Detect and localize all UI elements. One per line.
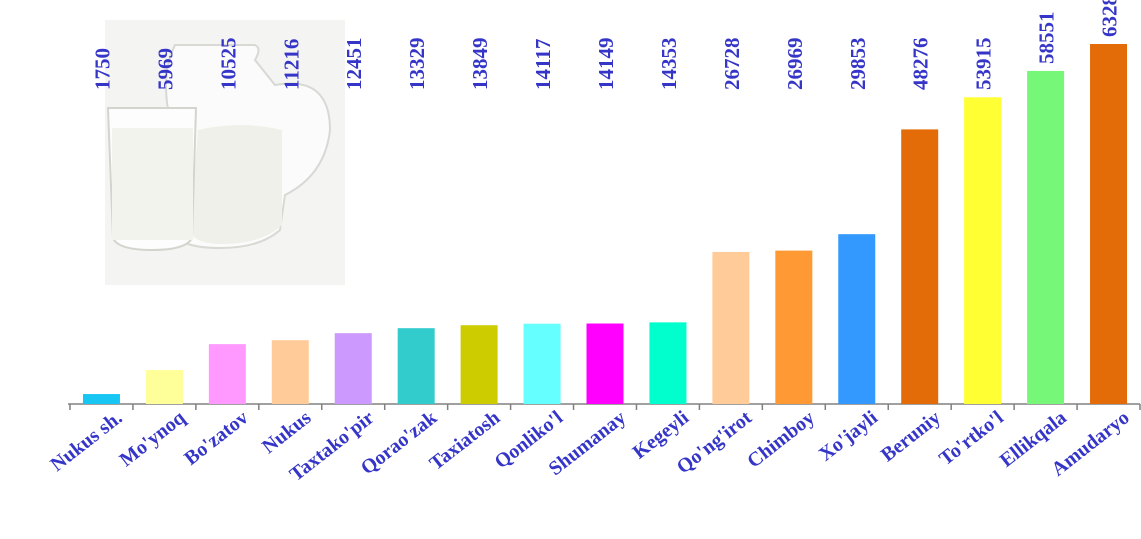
x-tick-label: Mo'ynoq <box>116 407 190 472</box>
x-tick-label: Bo'zatov <box>180 407 252 470</box>
bar <box>334 333 372 404</box>
bar <box>145 370 183 404</box>
value-label: 13849 <box>468 37 492 90</box>
value-label: 14117 <box>531 39 555 90</box>
value-label: 13329 <box>405 38 429 91</box>
x-tick-label: Chimboy <box>743 407 819 473</box>
bar <box>712 251 750 404</box>
value-label: 58551 <box>1035 11 1059 64</box>
bar <box>397 328 435 404</box>
value-label: 11216 <box>279 39 303 90</box>
value-label: 26728 <box>720 38 744 91</box>
glass-milk <box>112 128 193 240</box>
bar <box>901 129 939 404</box>
bar <box>82 394 120 404</box>
bar <box>523 323 561 404</box>
bar <box>1090 44 1128 404</box>
x-tick-label: Xo'jayli <box>815 406 882 465</box>
x-tick-label: To'rtko'l <box>935 406 1008 470</box>
bar <box>775 250 813 404</box>
value-label: 53915 <box>972 38 996 90</box>
value-label: 26969 <box>783 38 807 91</box>
value-label: 63287 <box>1098 0 1122 37</box>
value-label: 14149 <box>594 38 618 91</box>
bar <box>838 234 876 404</box>
milk-illustration <box>105 20 345 285</box>
x-tick-label: Taxiatosh <box>426 407 505 475</box>
value-label: 48276 <box>909 38 933 91</box>
bar <box>271 340 309 404</box>
bar <box>586 323 624 404</box>
x-tick-label: Nukus sh. <box>46 407 126 476</box>
value-label: 14353 <box>657 38 681 91</box>
value-label: 5969 <box>153 48 177 90</box>
bar <box>964 97 1002 404</box>
value-label: 10525 <box>216 38 240 91</box>
jug-milk <box>190 125 282 244</box>
value-label: 1750 <box>90 48 114 90</box>
value-label: 29853 <box>846 38 870 91</box>
x-tick-label: Beruniy <box>877 407 945 467</box>
value-label: 12451 <box>342 38 366 91</box>
x-tick-label: Nukus <box>258 406 316 458</box>
bar <box>460 325 498 404</box>
bar <box>649 322 687 404</box>
bar <box>208 344 246 404</box>
bar <box>1027 70 1065 405</box>
